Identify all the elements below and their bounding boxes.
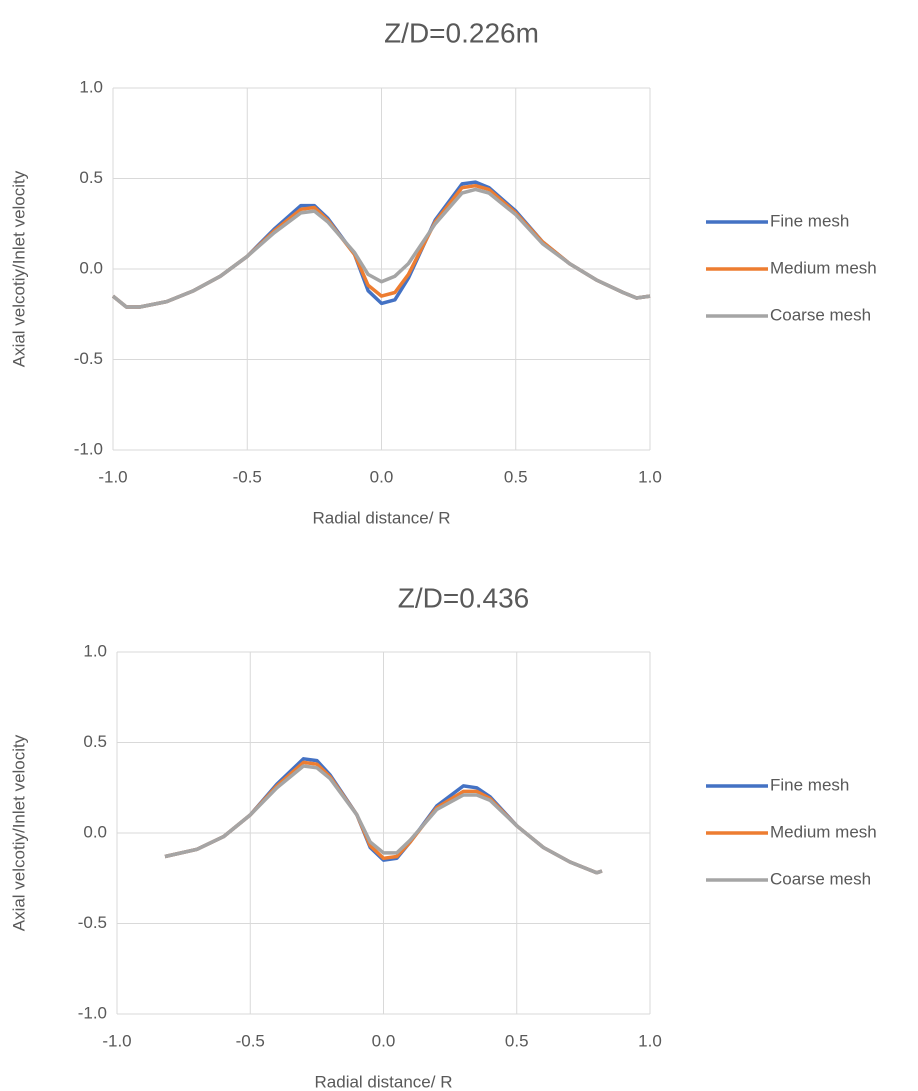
legend-label: Coarse mesh bbox=[770, 869, 871, 888]
y-tick-label: 1.0 bbox=[83, 641, 107, 660]
series-line bbox=[111, 187, 651, 309]
x-tick-label: 1.0 bbox=[638, 467, 662, 486]
y-tick-label: 0.5 bbox=[79, 168, 103, 187]
x-tick-label: 1.0 bbox=[638, 1031, 662, 1050]
x-axis-label: Radial distance/ R bbox=[313, 508, 451, 527]
y-tick-label: 0.5 bbox=[83, 732, 107, 751]
y-tick-label: -0.5 bbox=[78, 913, 107, 932]
y-tick-label: 1.0 bbox=[79, 77, 103, 96]
y-axis-label: Axial velcotiy/Inlet velocity bbox=[9, 170, 28, 367]
y-tick-label: -0.5 bbox=[74, 349, 103, 368]
x-tick-label: 0.5 bbox=[504, 467, 528, 486]
y-tick-label: -1.0 bbox=[78, 1003, 107, 1022]
legend-label: Fine mesh bbox=[770, 775, 849, 794]
legend-label: Medium mesh bbox=[770, 258, 877, 277]
y-tick-label: 0.0 bbox=[79, 258, 103, 277]
x-tick-label: 0.0 bbox=[372, 1031, 396, 1050]
x-tick-label: -0.5 bbox=[236, 1031, 265, 1050]
x-tick-label: -1.0 bbox=[102, 1031, 131, 1050]
x-axis-label: Radial distance/ R bbox=[315, 1072, 453, 1091]
x-tick-label: -0.5 bbox=[233, 467, 262, 486]
chart-title: Z/D=0.436 bbox=[398, 582, 530, 613]
chart-title: Z/D=0.226m bbox=[384, 17, 539, 48]
y-tick-label: -1.0 bbox=[74, 439, 103, 458]
y-tick-label: 0.0 bbox=[83, 822, 107, 841]
legend-label: Fine mesh bbox=[770, 211, 849, 230]
series-line bbox=[164, 764, 603, 875]
y-axis-label: Axial velcotiy/Inlet velocity bbox=[9, 734, 28, 931]
legend-label: Coarse mesh bbox=[770, 305, 871, 324]
x-tick-label: -1.0 bbox=[98, 467, 127, 486]
legend-label: Medium mesh bbox=[770, 822, 877, 841]
x-tick-label: 0.5 bbox=[505, 1031, 529, 1050]
x-tick-label: 0.0 bbox=[370, 467, 394, 486]
